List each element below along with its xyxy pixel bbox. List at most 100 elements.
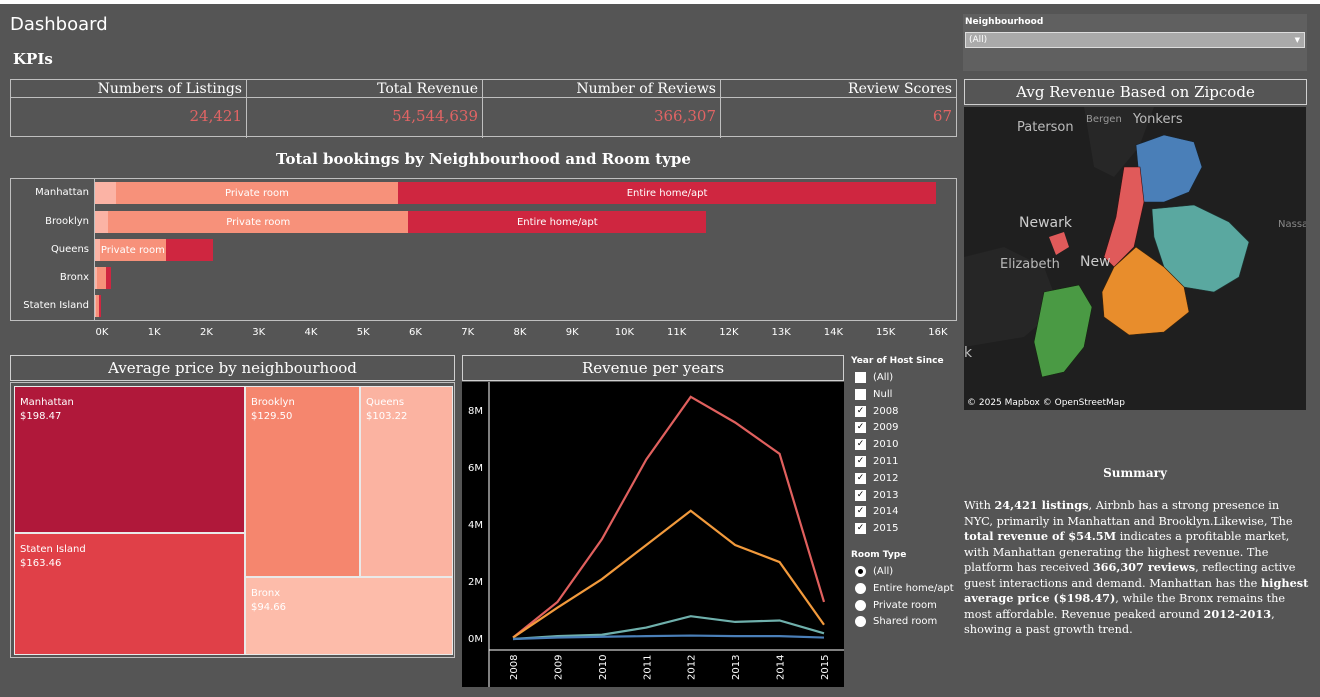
year-filter-option[interactable]: ✓ 2015 xyxy=(855,523,899,535)
kpi-value: 54,544,639 xyxy=(392,107,478,125)
bookings-chart-title: Total bookings by Neighbourhood and Room… xyxy=(276,150,691,168)
year-filter-option[interactable]: ✓ 2009 xyxy=(855,422,898,434)
kpi-value: 67 xyxy=(932,107,952,125)
checkbox-checked-icon[interactable]: ✓ xyxy=(855,472,866,484)
x-tick-label: 14K xyxy=(823,327,844,338)
map-region-queens[interactable] xyxy=(1151,204,1250,293)
room-filter-option[interactable]: (All) xyxy=(855,566,893,577)
year-filter-option[interactable]: ✓ 2011 xyxy=(855,456,898,467)
x-tick-label: 4K xyxy=(304,327,318,338)
x-tick-label: 2011 xyxy=(642,655,653,680)
treemap-cell-manhattan[interactable]: Manhattan $198.47 xyxy=(14,386,245,533)
treemap-cell-name: Brooklyn xyxy=(251,397,295,408)
revenue-chart-title: Revenue per years xyxy=(462,355,844,381)
bar-segment[interactable] xyxy=(95,182,116,204)
year-filter-option[interactable]: Null xyxy=(855,388,892,400)
x-tick-label: 2010 xyxy=(598,655,609,680)
avg-price-treemap: Manhattan $198.47 Staten Island $163.46 … xyxy=(10,382,455,658)
bar-segment[interactable] xyxy=(95,211,109,233)
bar-segment[interactable]: Entire home/apt xyxy=(398,182,937,204)
room-filter-option[interactable]: Shared room xyxy=(855,616,938,628)
bar-segment[interactable] xyxy=(95,239,101,261)
treemap-cell-queens[interactable]: Queens $103.22 xyxy=(360,386,453,577)
bar-segment[interactable] xyxy=(165,239,213,261)
x-tick-label: 15K xyxy=(875,327,896,338)
radio-icon[interactable] xyxy=(855,599,866,611)
checkbox-checked-icon[interactable]: ✓ xyxy=(855,405,866,417)
kpi-value: 24,421 xyxy=(189,107,243,125)
map-svg: Paterson Bergen Yonkers Newark Elizabeth… xyxy=(964,107,1306,410)
summary-highlight: 2012-2013 xyxy=(1203,606,1272,621)
treemap-cell-bronx[interactable]: Bronx $94.66 xyxy=(245,577,453,655)
treemap-cell-staten-island[interactable]: Staten Island $163.46 xyxy=(14,533,245,655)
kpi-table: Numbers of Listings 24,421 Total Revenue… xyxy=(10,79,957,138)
map-label-yonkers: Yonkers xyxy=(1132,112,1183,127)
bar-segment[interactable]: Entire home/apt xyxy=(408,211,707,233)
radio-selected-icon[interactable] xyxy=(855,566,866,577)
map-region-newark xyxy=(1049,232,1069,255)
checkbox-checked-icon[interactable]: ✓ xyxy=(855,422,866,434)
revenue-series-line[interactable] xyxy=(512,395,826,639)
room-filter-label: Shared room xyxy=(873,616,938,628)
treemap-cell-brooklyn[interactable]: Brooklyn $129.50 xyxy=(245,386,360,577)
map-attribution: © 2025 Mapbox © OpenStreetMap xyxy=(967,398,1125,408)
x-tick-label: 2014 xyxy=(776,655,787,680)
radio-icon[interactable] xyxy=(855,616,866,628)
summary-highlight: highest average price ($198.47) xyxy=(964,575,1309,606)
room-filter-option[interactable]: Private room xyxy=(855,599,937,611)
summary-text-run: indicates a profitable market, with Manh… xyxy=(964,530,1290,574)
bar-segment[interactable]: Private room xyxy=(108,211,409,233)
kpi-label: Total Revenue xyxy=(247,80,482,98)
bookings-bar-chart[interactable]: Manhattan Private room Entire home/apt Broo… xyxy=(10,178,957,321)
year-filter-option[interactable]: (All) xyxy=(855,372,893,383)
checkbox-icon[interactable] xyxy=(855,388,866,400)
year-filter-option[interactable]: ✓ 2010 xyxy=(855,439,899,451)
zipcode-map[interactable]: Paterson Bergen Yonkers Newark Elizabeth… xyxy=(964,107,1306,410)
year-filter-option[interactable]: ✓ 2013 xyxy=(855,489,898,501)
map-land xyxy=(964,247,1059,347)
year-filter-label: 2014 xyxy=(873,506,899,518)
checkbox-checked-icon[interactable]: ✓ xyxy=(855,489,866,501)
neighbourhood-select[interactable]: (All) ▼ xyxy=(965,32,1305,48)
page-title: Dashboard xyxy=(10,14,108,35)
revenue-series-line[interactable] xyxy=(512,509,825,639)
bar-segment[interactable]: Private room xyxy=(100,239,166,261)
bar-segment[interactable] xyxy=(96,267,106,289)
year-filter-label: 2012 xyxy=(873,472,899,484)
revenue-line-svg: 0M 2M 4M 6M 8M 2008 2009 2010 2011 2012 2013 2014 20… xyxy=(468,382,844,687)
year-filter-label: (All) xyxy=(873,372,894,383)
bar-segment[interactable]: Private room xyxy=(115,182,398,204)
summary-highlight: 24,421 listings xyxy=(994,498,1089,512)
revenue-series-line[interactable] xyxy=(512,634,825,641)
bar-category-label: Brooklyn xyxy=(45,216,89,227)
checkbox-checked-icon[interactable]: ✓ xyxy=(855,506,866,518)
bar-segment[interactable] xyxy=(105,267,112,289)
year-filter-option[interactable]: ✓ 2014 xyxy=(855,506,899,518)
bar-category-label: Queens xyxy=(50,244,89,255)
year-filter-label: 2010 xyxy=(873,439,899,451)
map-region-staten-island[interactable] xyxy=(1033,284,1093,378)
summary-text-run: , while the Bronx remains the most affor… xyxy=(964,592,1286,621)
neighbourhood-filter-title: Neighbourhood xyxy=(965,17,1044,27)
map-region-brooklyn[interactable] xyxy=(1101,246,1190,336)
checkbox-checked-icon[interactable]: ✓ xyxy=(855,439,866,451)
checkbox-checked-icon[interactable]: ✓ xyxy=(855,456,866,467)
year-filter-option[interactable]: ✓ 2008 xyxy=(855,405,898,417)
map-region-manhattan[interactable] xyxy=(1103,166,1145,268)
bar-segment[interactable] xyxy=(95,267,97,289)
room-filter-option[interactable]: Entire home/apt xyxy=(855,582,954,594)
year-filter-option[interactable]: ✓ 2012 xyxy=(855,472,899,484)
revenue-line-chart[interactable]: 0M 2M 4M 6M 8M 2008 2009 2010 2011 2012 2013 2014 20… xyxy=(462,382,844,687)
bar-segment[interactable] xyxy=(95,295,96,317)
room-filter-label: Private room xyxy=(873,599,937,611)
radio-icon[interactable] xyxy=(855,582,866,594)
checkbox-checked-icon[interactable]: ✓ xyxy=(855,523,866,535)
kpi-label: Number of Reviews xyxy=(483,80,720,98)
treemap-cell-name: Manhattan xyxy=(20,397,74,408)
checkbox-icon[interactable] xyxy=(855,372,866,383)
year-filter-label: 2015 xyxy=(873,523,899,535)
revenue-series-line[interactable] xyxy=(512,615,825,641)
summary-highlight: 366,307 reviews xyxy=(1092,560,1196,574)
bar-segment[interactable] xyxy=(95,295,99,317)
bar-segment[interactable] xyxy=(98,295,101,317)
